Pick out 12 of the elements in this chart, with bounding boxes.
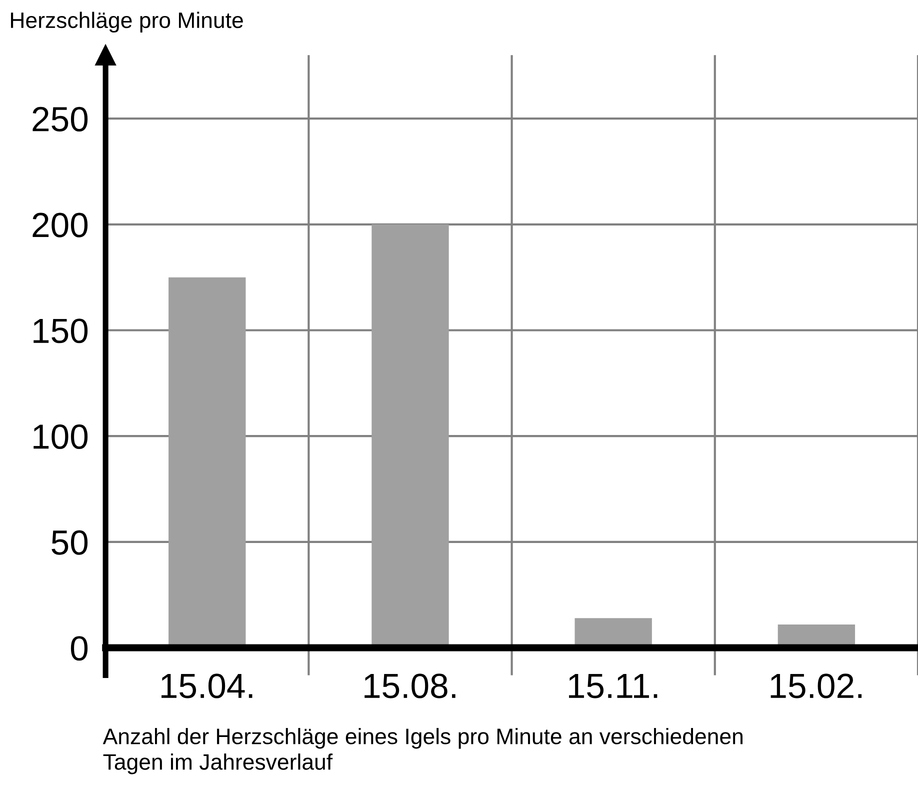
x-tick-label: 15.08. — [364, 674, 456, 698]
x-tick-label: 15.11. — [569, 674, 658, 698]
y-tick-label: 100 — [34, 424, 88, 449]
x-axis-title: Anzahl der Herzschläge eines Igels pro Minute an verschiedenen Tagen im Jahresverlauf — [102, 728, 742, 774]
y-tick-label: 250 — [32, 106, 88, 132]
y-tick-label: 200 — [32, 212, 88, 238]
x-tick-label: 15.04. — [162, 674, 252, 698]
x-tick-label: 15.02. — [770, 674, 862, 698]
y-tick-label: 0 — [70, 636, 88, 661]
y-tick-label: 150 — [34, 318, 88, 344]
y-tick-label: 50 — [52, 530, 88, 555]
y-axis-title: Herzschläge pro Minute — [11, 12, 243, 33]
